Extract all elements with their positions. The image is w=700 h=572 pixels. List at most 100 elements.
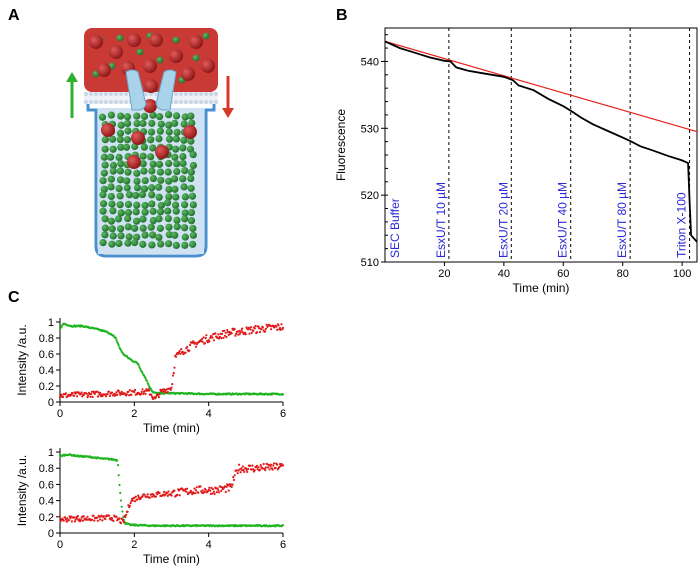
green-dye-icon [140,167,148,175]
red-dye-icon [144,79,158,93]
lipid-head-icon [119,92,123,96]
panel-letter-b: B [336,7,348,24]
red-data-point [203,490,206,494]
green-dye-icon [189,224,197,233]
lipid-head-icon [124,92,128,96]
green-dye-icon [187,174,195,183]
green-data-point [119,491,122,494]
red-data-point [178,350,181,353]
x-axis-label: Time (min) [513,281,570,295]
lipid-head-icon [84,100,88,104]
green-dye-icon [181,209,189,217]
red-data-point [214,332,217,335]
green-dye-icon [101,215,109,223]
green-dye-icon [107,217,116,225]
green-dye-icon [107,175,115,183]
red-data-point [225,485,228,488]
green-dye-icon [115,153,123,162]
red-data-point [100,514,103,517]
lipid-head-icon [199,92,203,96]
lipid-head-icon [214,100,218,104]
red-data-point [66,517,69,520]
green-dye-icon [164,168,172,176]
red-data-point [178,494,181,497]
red-data-point [76,517,79,520]
red-data-point [231,483,234,486]
red-data-point [201,340,204,343]
red-data-point [278,326,282,330]
red-data-point [179,352,182,355]
red-data-point [222,336,225,339]
x-tick-label: 100 [673,268,691,280]
red-data-point [267,463,270,466]
protein-pore-icon [125,69,177,111]
x-axis-label: Time (min) [143,552,200,566]
x-tick-label: 60 [557,268,569,280]
red-data-point [205,334,208,337]
x-axis-label: Time (min) [143,421,200,435]
green-dye-icon [124,200,133,208]
green-dye-icon [124,168,132,176]
red-data-point [255,331,259,334]
green-dye-icon [106,153,115,161]
y-tick-label: 0 [48,397,54,409]
red-data-point [252,329,255,332]
green-dye-icon [141,231,149,239]
red-data-point [62,519,65,522]
y-tick-label: 0.2 [39,381,54,393]
lipid-head-icon [184,92,188,96]
red-data-point [273,462,276,465]
red-data-point [239,331,242,334]
red-data-point [139,392,143,396]
red-data-point [130,393,133,396]
green-dye-icon [99,191,107,199]
green-dye-icon [149,144,157,152]
lipid-head-icon [94,100,98,104]
red-data-point [261,326,264,329]
red-data-point [140,390,143,393]
red-data-point [241,327,244,330]
green-dye-icon [147,153,155,161]
red-data-point [60,393,63,396]
red-data-point [253,469,256,472]
green-dye-icon [188,192,197,200]
red-dye-icon [127,33,141,47]
dye-molecules [89,32,215,249]
red-data-point [217,333,220,336]
y-tick-label: 0.4 [39,496,54,508]
x-tick-label: 4 [206,408,212,420]
red-data-point [276,463,279,466]
green-dye-icon [149,207,157,215]
red-data-point [208,486,211,489]
green-dye-icon [156,56,164,64]
green-dye-icon [165,193,173,201]
red-data-point [131,499,134,502]
red-data-point [80,391,83,394]
green-dye-icon [101,224,109,232]
green-dye-icon [133,177,141,185]
red-dye-icon [131,131,145,145]
red-data-point [281,464,285,467]
green-dye-icon [172,241,180,249]
red-data-point [201,489,204,492]
red-data-point [223,334,227,337]
red-dye-icon [183,125,197,139]
red-data-point [234,334,237,337]
green-dye-icon [117,232,125,240]
red-dye-icon [97,63,111,77]
red-data-point [232,476,235,479]
red-data-point [163,490,166,493]
green-dye-icon [171,201,180,209]
lipid-head-icon [204,100,208,104]
lipid-head-icon [99,92,103,96]
green-dye-icon [165,159,173,168]
red-data-point [71,392,74,395]
addition-annotation: EsxU/T 10 µM [434,182,448,258]
red-data-point [171,374,175,377]
red-data-point [70,393,73,396]
y-tick-label: 0.6 [39,349,54,361]
red-data-point [226,484,230,487]
green-dye-icon [117,160,125,168]
green-data-point [121,510,124,513]
red-data-point [134,495,137,498]
